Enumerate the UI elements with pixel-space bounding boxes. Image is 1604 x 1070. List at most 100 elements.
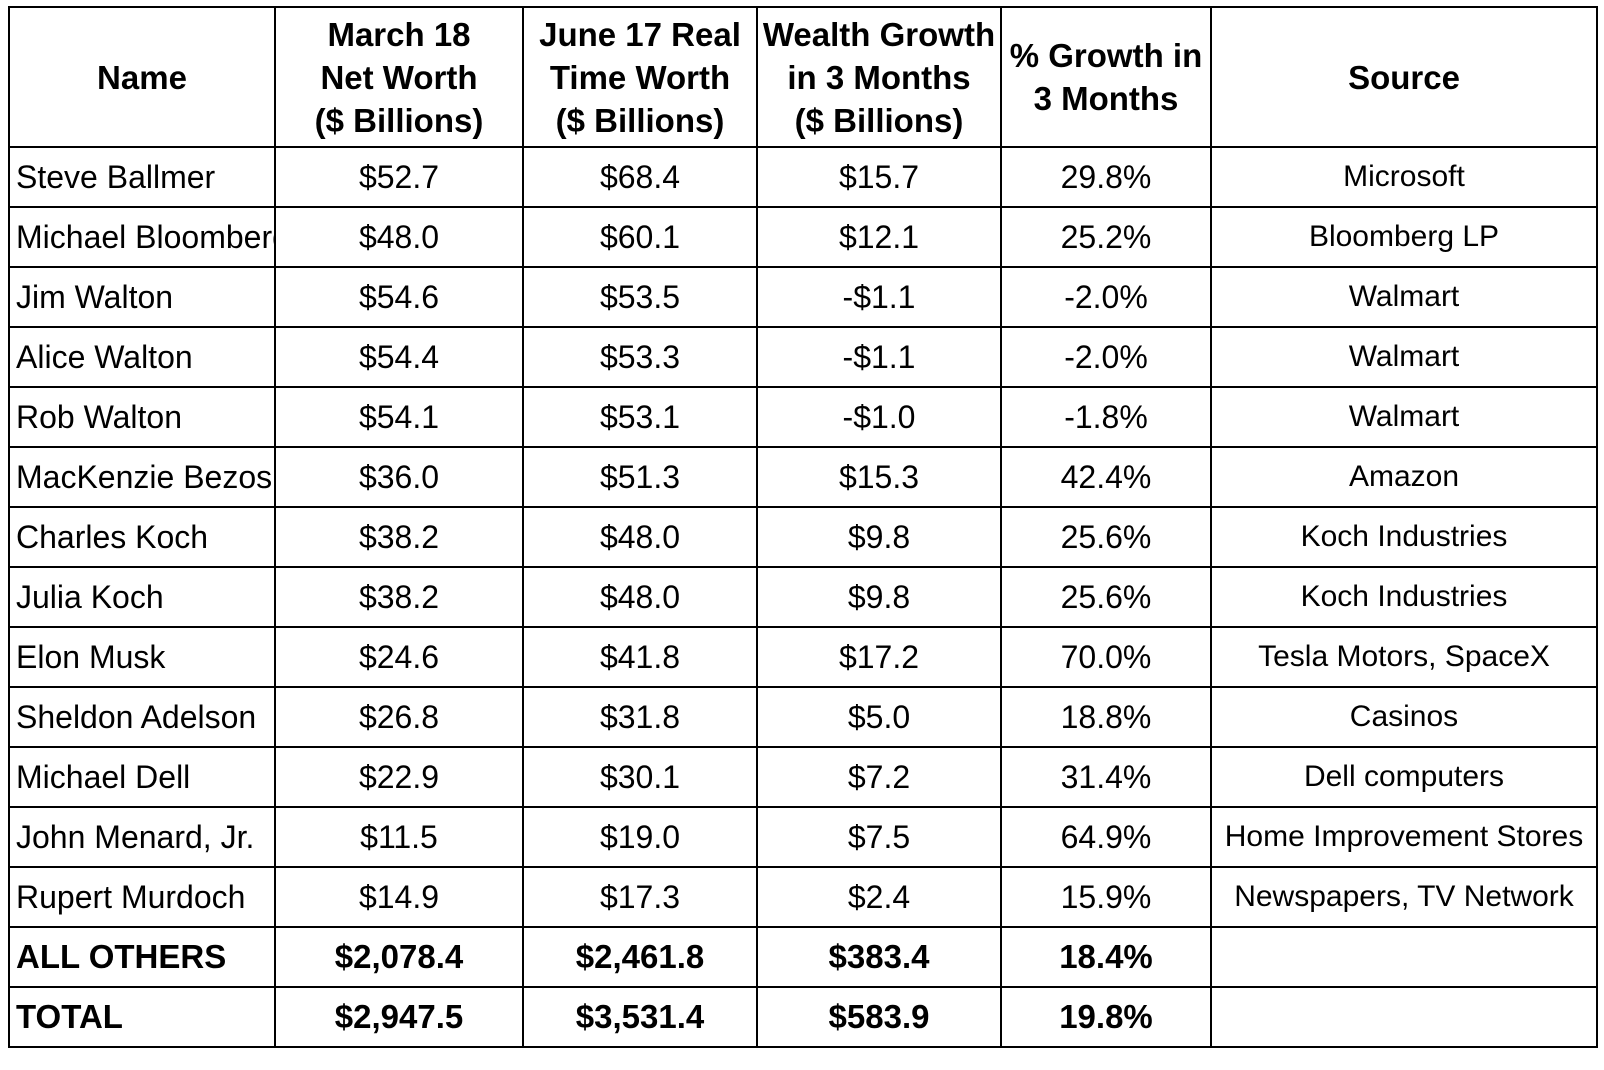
name-cell: Julia Koch <box>8 566 276 628</box>
name-cell: MacKenzie Bezos <box>8 446 276 508</box>
name-cell: Michael Dell <box>8 746 276 808</box>
june-worth-cell: $30.1 <box>522 746 758 808</box>
name-cell: Sheldon Adelson <box>8 686 276 748</box>
summary-row: TOTAL $2,947.5 $3,531.4 $583.9 19.8% <box>8 986 1598 1048</box>
table-row: Charles Koch $38.2 $48.0 $9.8 25.6% Koch Indu… <box>8 506 1598 568</box>
march-worth-cell: $52.7 <box>274 146 524 208</box>
table-body: Steve Ballmer $52.7 $68.4 $15.7 29.8% Microso… <box>8 146 1598 1048</box>
table-row: Rupert Murdoch $14.9 $17.3 $2.4 15.9% Newspap… <box>8 866 1598 928</box>
source-cell: Walmart <box>1210 386 1598 448</box>
header-june-real-time-worth: June 17 Real Time Worth ($ Billions) <box>522 6 758 148</box>
pct-growth-cell: 42.4% <box>1000 446 1212 508</box>
source-cell: Walmart <box>1210 326 1598 388</box>
header-line: 3 Months <box>1033 80 1179 117</box>
header-name: Name <box>8 6 276 148</box>
growth-cell: $2.4 <box>756 866 1002 928</box>
march-worth-cell: $2,947.5 <box>274 986 524 1048</box>
june-worth-cell: $41.8 <box>522 626 758 688</box>
table-row: MacKenzie Bezos $36.0 $51.3 $15.3 42.4% Amazo… <box>8 446 1598 508</box>
header-line: ($ Billions) <box>555 101 725 139</box>
march-worth-cell: $26.8 <box>274 686 524 748</box>
pct-growth-cell: 19.8% <box>1000 986 1212 1048</box>
source-cell: Koch Industries <box>1210 566 1598 628</box>
name-cell: Rob Walton <box>8 386 276 448</box>
name-cell: TOTAL <box>8 986 276 1048</box>
growth-cell: $583.9 <box>756 986 1002 1048</box>
pct-growth-cell: 18.8% <box>1000 686 1212 748</box>
march-worth-cell: $11.5 <box>274 806 524 868</box>
pct-growth-cell: 15.9% <box>1000 866 1212 928</box>
march-worth-cell: $48.0 <box>274 206 524 268</box>
june-worth-cell: $53.1 <box>522 386 758 448</box>
growth-cell: $17.2 <box>756 626 1002 688</box>
table-row: Jim Walton $54.6 $53.5 -$1.1 -2.0% Walmart <box>8 266 1598 328</box>
source-cell: Newspapers, TV Network <box>1210 866 1598 928</box>
june-worth-cell: $68.4 <box>522 146 758 208</box>
header-line: Source <box>1348 58 1460 96</box>
source-cell: Home Improvement Stores <box>1210 806 1598 868</box>
june-worth-cell: $2,461.8 <box>522 926 758 988</box>
name-cell: Jim Walton <box>8 266 276 328</box>
source-cell: Walmart <box>1210 266 1598 328</box>
march-worth-cell: $54.6 <box>274 266 524 328</box>
pct-growth-cell: 70.0% <box>1000 626 1212 688</box>
pct-growth-cell: 64.9% <box>1000 806 1212 868</box>
table-row: Alice Walton $54.4 $53.3 -$1.1 -2.0% Walmart <box>8 326 1598 388</box>
source-cell <box>1210 986 1598 1048</box>
source-cell: Dell computers <box>1210 746 1598 808</box>
name-cell: Steve Ballmer <box>8 146 276 208</box>
name-cell: Alice Walton <box>8 326 276 388</box>
pct-growth-cell: 29.8% <box>1000 146 1212 208</box>
header-source: Source <box>1210 6 1598 148</box>
growth-cell: -$1.0 <box>756 386 1002 448</box>
march-worth-cell: $36.0 <box>274 446 524 508</box>
march-worth-cell: $24.6 <box>274 626 524 688</box>
name-cell: ALL OTHERS <box>8 926 276 988</box>
march-worth-cell: $2,078.4 <box>274 926 524 988</box>
pct-growth-cell: 18.4% <box>1000 926 1212 988</box>
march-worth-cell: $54.1 <box>274 386 524 448</box>
growth-cell: $15.3 <box>756 446 1002 508</box>
growth-cell: $9.8 <box>756 566 1002 628</box>
header-line: ($ Billions) <box>314 101 484 139</box>
header-march-net-worth: March 18 Net Worth ($ Billions) <box>274 6 524 148</box>
header-line: Net Worth <box>320 58 478 96</box>
march-worth-cell: $22.9 <box>274 746 524 808</box>
header-line: Name <box>97 58 187 96</box>
header-line: March 18 <box>327 15 471 53</box>
table-row: Elon Musk $24.6 $41.8 $17.2 70.0% Tesla Motor… <box>8 626 1598 688</box>
summary-row: ALL OTHERS $2,078.4 $2,461.8 $383.4 18.4% <box>8 926 1598 988</box>
june-worth-cell: $53.5 <box>522 266 758 328</box>
june-worth-cell: $19.0 <box>522 806 758 868</box>
name-cell: Elon Musk <box>8 626 276 688</box>
table-row: Michael Bloomberg $48.0 $60.1 $12.1 25.2% Blo… <box>8 206 1598 268</box>
header-line: Wealth Growth <box>762 15 996 53</box>
march-worth-cell: $38.2 <box>274 506 524 568</box>
june-worth-cell: $17.3 <box>522 866 758 928</box>
source-cell: Koch Industries <box>1210 506 1598 568</box>
june-worth-cell: $51.3 <box>522 446 758 508</box>
source-cell: Bloomberg LP <box>1210 206 1598 268</box>
source-cell <box>1210 926 1598 988</box>
growth-cell: $7.2 <box>756 746 1002 808</box>
header-pct-growth: % Growth in 3 Months <box>1000 6 1212 148</box>
name-cell: Charles Koch <box>8 506 276 568</box>
march-worth-cell: $38.2 <box>274 566 524 628</box>
june-worth-cell: $31.8 <box>522 686 758 748</box>
june-worth-cell: $3,531.4 <box>522 986 758 1048</box>
table-row: Rob Walton $54.1 $53.1 -$1.0 -1.8% Walmart <box>8 386 1598 448</box>
header-wealth-growth: Wealth Growth in 3 Months ($ Billions) <box>756 6 1002 148</box>
header-line: ($ Billions) <box>794 101 964 139</box>
table-row: Steve Ballmer $52.7 $68.4 $15.7 29.8% Microso… <box>8 146 1598 208</box>
growth-cell: $7.5 <box>756 806 1002 868</box>
header-line: Time Worth <box>549 58 731 96</box>
pct-growth-cell: 25.6% <box>1000 506 1212 568</box>
pct-growth-cell: -1.8% <box>1000 386 1212 448</box>
name-cell: Rupert Murdoch <box>8 866 276 928</box>
growth-cell: -$1.1 <box>756 326 1002 388</box>
table-row: Sheldon Adelson $26.8 $31.8 $5.0 18.8% Casino… <box>8 686 1598 748</box>
source-cell: Microsoft <box>1210 146 1598 208</box>
pct-growth-cell: -2.0% <box>1000 326 1212 388</box>
header-line: % Growth in <box>1009 37 1203 74</box>
growth-cell: $5.0 <box>756 686 1002 748</box>
